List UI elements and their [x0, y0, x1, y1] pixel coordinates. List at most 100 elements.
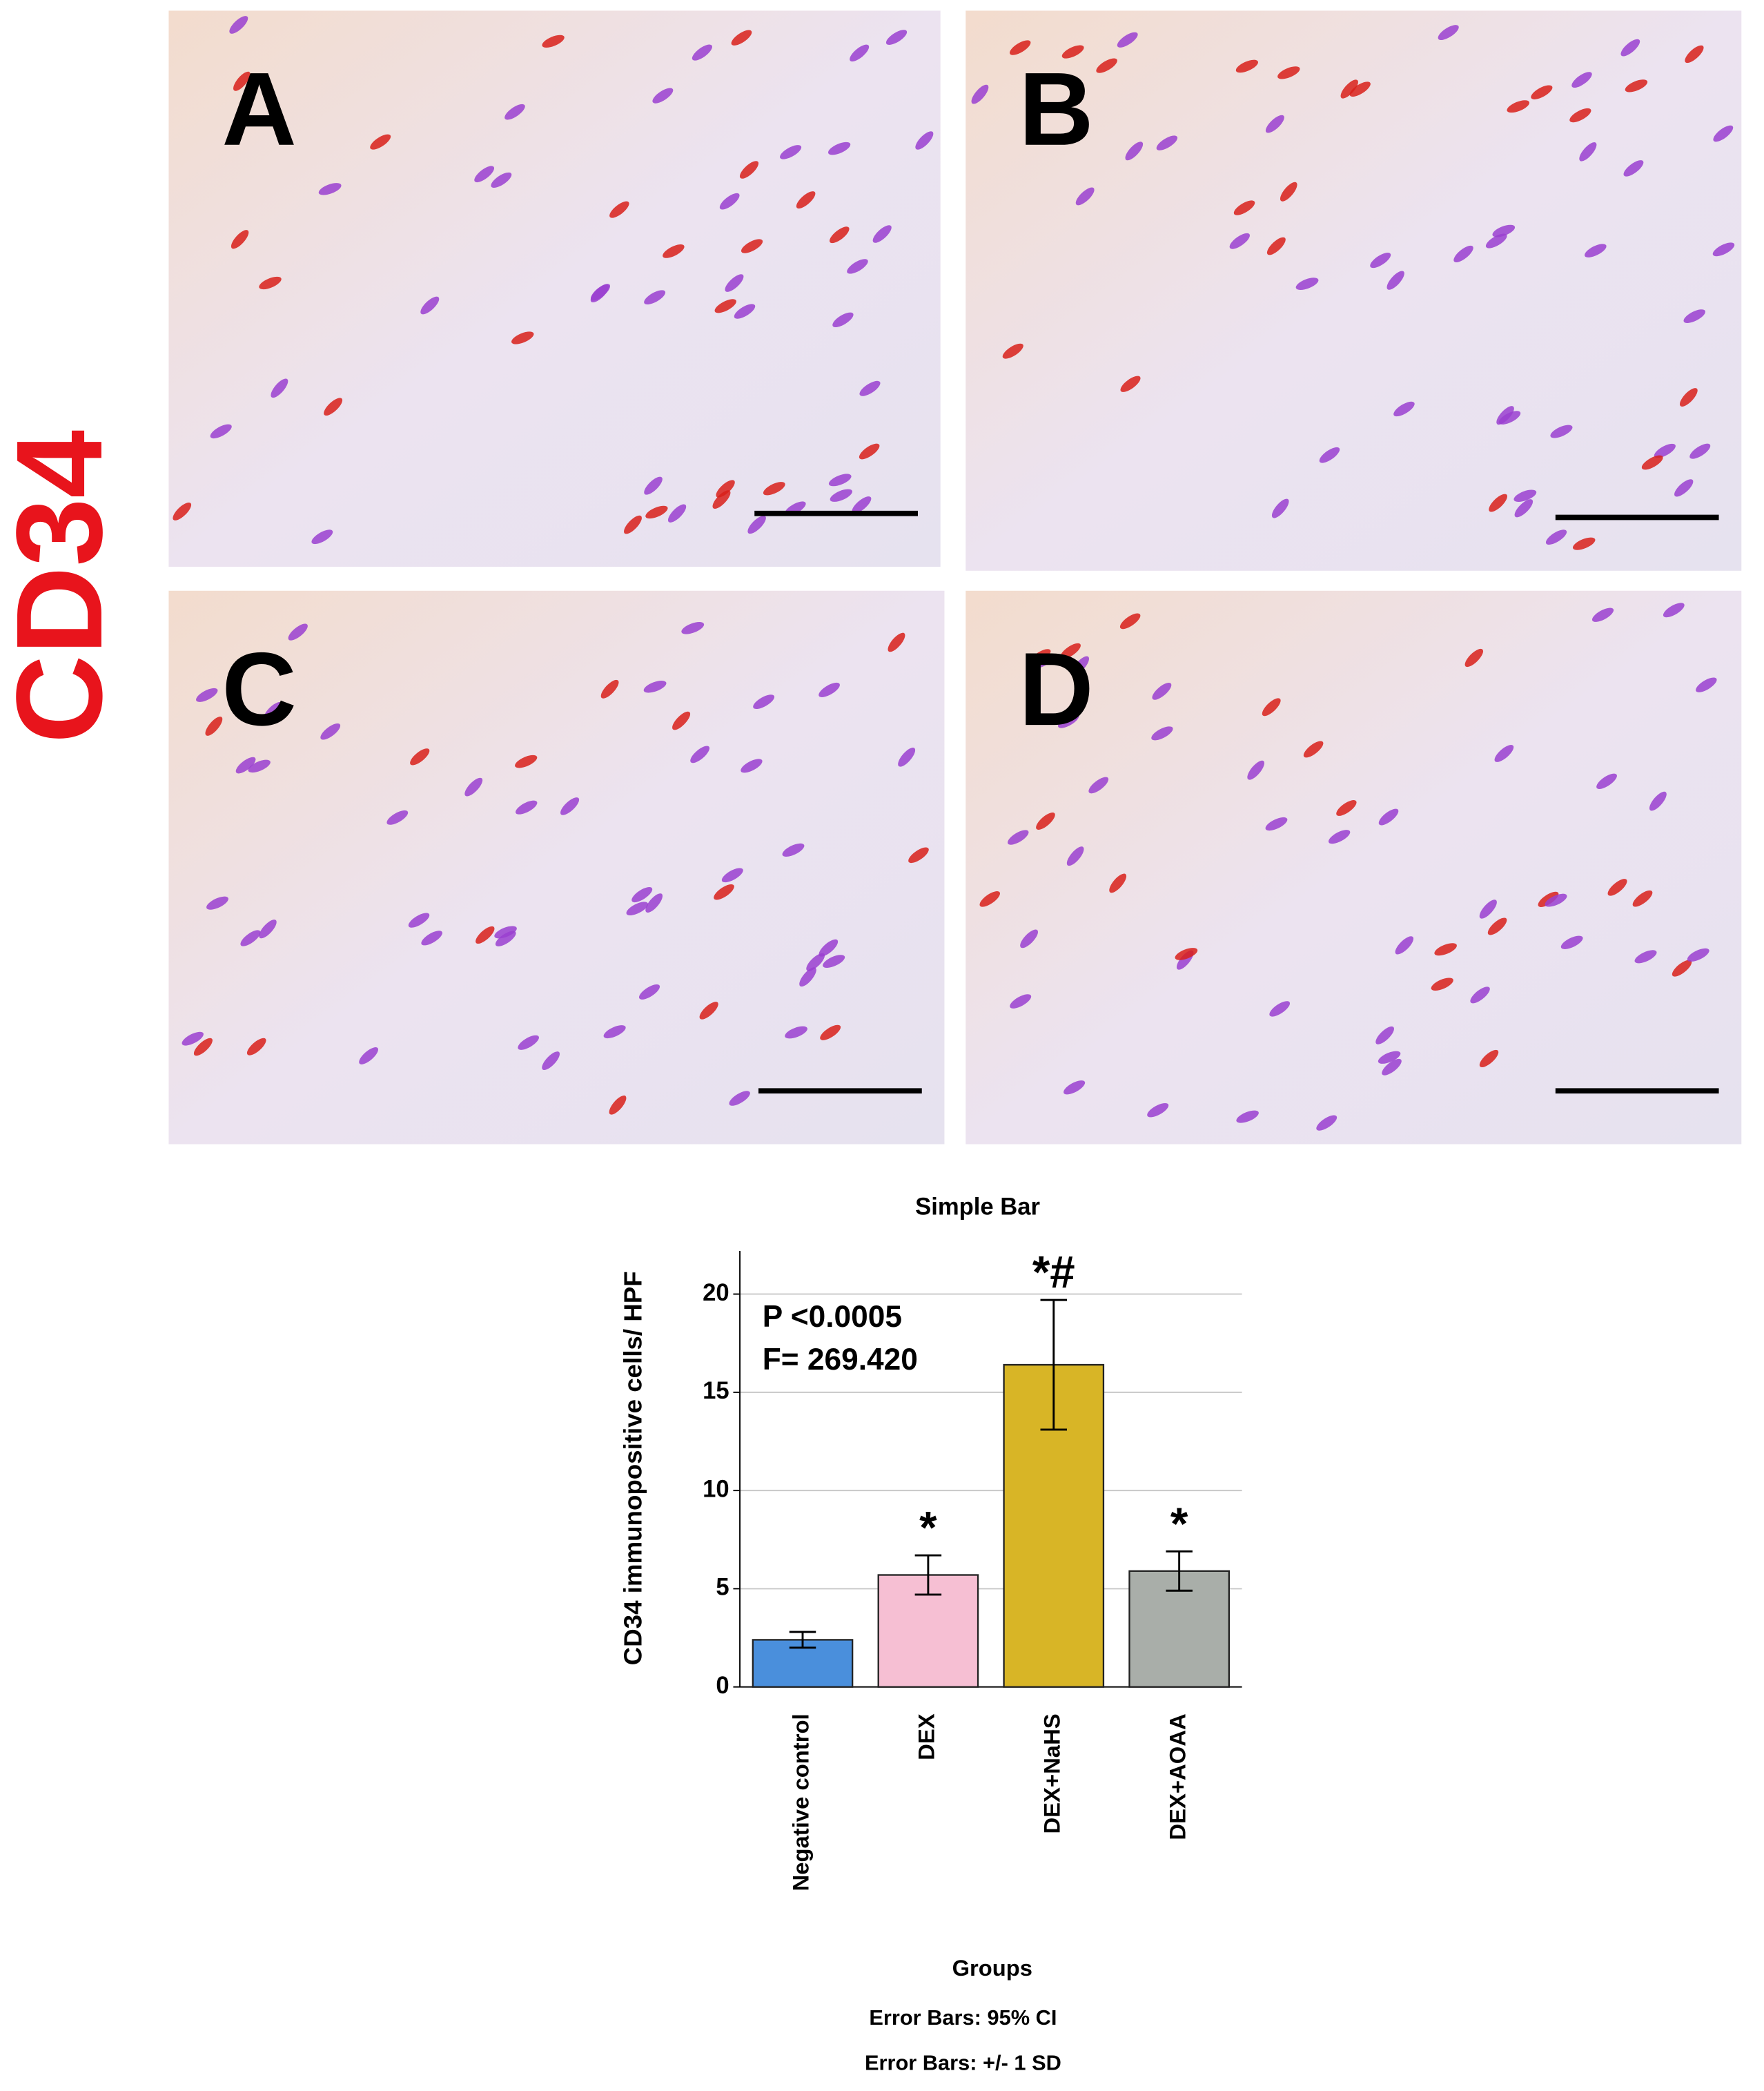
nucleus: [672, 711, 691, 730]
nucleus: [1489, 494, 1507, 512]
nucleus: [1096, 58, 1117, 73]
nucleus: [1632, 890, 1653, 907]
nucleus: [515, 755, 538, 768]
nucleus: [1453, 245, 1473, 262]
nucleus: [408, 913, 430, 928]
nucleus: [311, 529, 333, 545]
nucleus: [1336, 800, 1357, 816]
nucleus: [494, 926, 517, 939]
y-tick-label: 15: [703, 1378, 729, 1404]
nucleus: [1020, 929, 1039, 949]
nucleus: [699, 1002, 718, 1020]
nucleus: [1596, 773, 1617, 789]
panel-letter: B: [1019, 51, 1093, 167]
nucleus: [888, 632, 905, 652]
nucleus: [898, 747, 916, 767]
nucleus: [370, 134, 391, 150]
nucleus: [359, 1047, 378, 1064]
nucleus: [1151, 726, 1173, 741]
nucleus: [828, 474, 852, 487]
nucleus: [1494, 745, 1514, 762]
nucleus: [1569, 108, 1591, 123]
nucleus: [1277, 66, 1300, 79]
nucleus: [1649, 791, 1667, 811]
x-tick-label: DEX: [914, 1713, 939, 1760]
nucleus: [885, 30, 908, 45]
nucleus: [1571, 72, 1592, 88]
nucleus: [731, 30, 752, 46]
significance-label: *: [1170, 1499, 1188, 1549]
nucleus: [1378, 808, 1399, 826]
nucleus: [819, 682, 840, 697]
nucleus: [205, 717, 223, 736]
nucleus: [1340, 79, 1358, 99]
nucleus: [645, 505, 668, 519]
nucleus: [229, 16, 248, 34]
nucleus: [819, 939, 839, 957]
nucleus: [231, 230, 249, 249]
nucleus: [716, 480, 735, 498]
nucleus: [796, 191, 816, 209]
nucleus: [1487, 917, 1507, 935]
nucleus: [504, 104, 525, 120]
nucleus: [1607, 879, 1627, 896]
y-tick-label: 0: [716, 1673, 729, 1699]
nucleus: [785, 1026, 807, 1039]
nucleus: [1303, 741, 1324, 758]
nucleus: [421, 931, 442, 946]
nucleus: [859, 443, 880, 460]
nucleus: [210, 424, 232, 439]
annotation: P <0.0005: [763, 1300, 902, 1334]
nucleus: [1585, 244, 1607, 257]
nucleus: [1663, 603, 1685, 618]
nucleus: [872, 225, 892, 243]
nucleus: [1685, 45, 1704, 64]
nucleus: [474, 166, 495, 183]
micrograph: [966, 590, 1742, 1145]
nucleus: [645, 893, 663, 913]
nucleus: [799, 967, 816, 987]
nucleus: [320, 723, 341, 740]
nucleus: [288, 623, 308, 641]
nucleus: [1370, 253, 1391, 269]
significance-label: *: [919, 1502, 937, 1553]
nucleus: [721, 868, 743, 883]
nucleus: [1687, 948, 1709, 962]
nucleus: [609, 1095, 627, 1115]
nucleus: [1507, 100, 1530, 113]
nucleus: [850, 44, 870, 62]
significance-label: *#: [1032, 1247, 1075, 1298]
nucleus: [1492, 224, 1516, 237]
nucleus: [1125, 142, 1144, 161]
nucleus: [847, 259, 868, 274]
nucleus: [1572, 537, 1596, 550]
error-bar: [914, 1554, 942, 1596]
nucleus: [971, 84, 989, 104]
nucleus: [1280, 182, 1297, 202]
nucleus: [1538, 891, 1559, 907]
nucleus: [590, 284, 611, 301]
nucleus: [1265, 817, 1288, 831]
nucleus: [420, 296, 440, 315]
nucleus: [667, 504, 687, 523]
nucleus: [829, 226, 850, 244]
nucleus: [1713, 125, 1734, 142]
nucleus: [1316, 1115, 1337, 1131]
micrograph: [966, 10, 1742, 571]
panel-letter: A: [222, 51, 296, 167]
nucleus: [763, 482, 785, 496]
y-tick-label: 5: [716, 1575, 729, 1601]
nucleus: [643, 681, 667, 693]
nucleus: [1147, 1102, 1169, 1118]
nucleus: [542, 35, 565, 48]
nucleus: [1117, 32, 1138, 48]
nucleus: [1545, 893, 1567, 907]
nucleus: [1072, 656, 1090, 676]
nucleus: [739, 161, 759, 179]
nucleus: [1061, 45, 1084, 59]
x-tick-label: DEX+NaHS: [1039, 1713, 1064, 1834]
nucleus: [1265, 115, 1284, 133]
nucleus: [1434, 943, 1457, 956]
nucleus: [681, 622, 705, 634]
nucleus: [1247, 760, 1265, 780]
